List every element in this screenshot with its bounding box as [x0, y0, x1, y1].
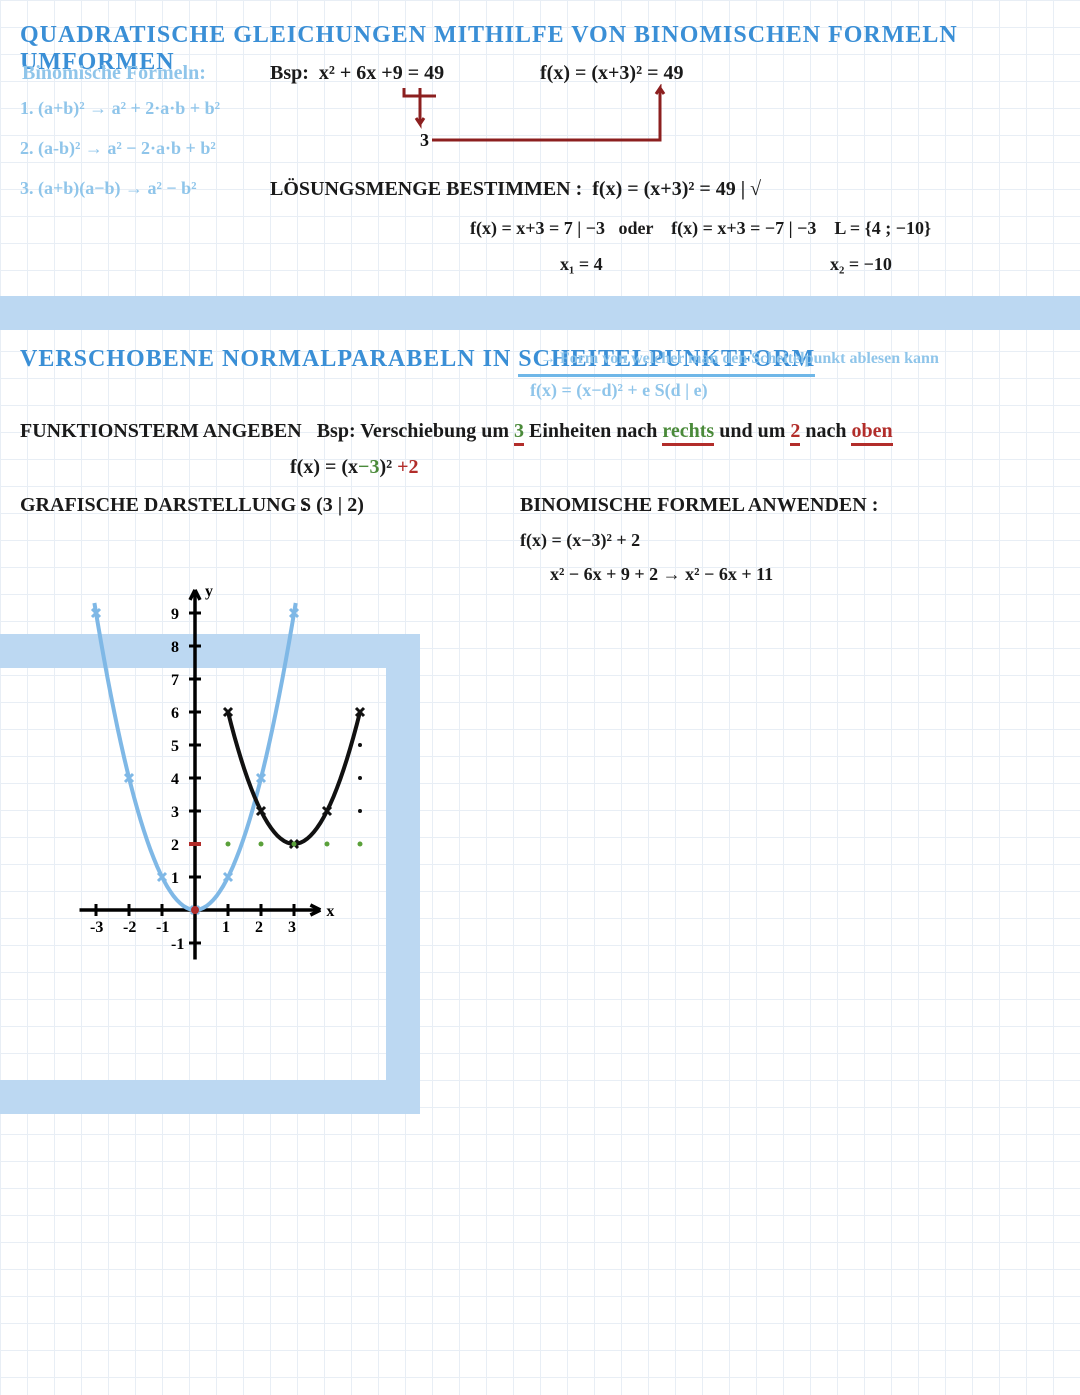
- funktionsterm-equation: f(x) = (x−3)² +2: [290, 456, 419, 479]
- loesung-case2: f(x) = x+3 = −7 | −3: [671, 218, 816, 238]
- x2-result: x₂ = −10: [830, 254, 892, 275]
- svg-text:7: 7: [171, 672, 179, 689]
- binom-formula-2: 2. (a-b)² → a² − 2·a·b + b²: [20, 138, 216, 159]
- svg-text:1: 1: [222, 919, 230, 936]
- funktionsterm-label: FUNKTIONSTERM ANGEBEN: [20, 420, 302, 442]
- svg-text:-1: -1: [156, 919, 169, 936]
- binom-formula-1: 1. (a+b)² → a² + 2·a·b + b²: [20, 98, 220, 119]
- grafische-darstellung-label: GRAFISCHE DARSTELLUNG :: [20, 494, 308, 517]
- svg-text:3: 3: [288, 919, 296, 936]
- svg-text:-3: -3: [90, 919, 103, 936]
- svg-text:3: 3: [171, 804, 179, 821]
- bsp-label: Bsp:: [270, 62, 309, 84]
- svg-text:1: 1: [171, 870, 179, 887]
- bracket-three-label: 3: [420, 130, 429, 150]
- x1-result: x₁ = 4: [560, 254, 603, 275]
- red-bracket-annotation: 3: [370, 84, 700, 164]
- binom-formula-3: 3. (a+b)(a−b) → a² − b²: [20, 178, 197, 199]
- svg-text:-2: -2: [123, 919, 136, 936]
- svg-text:2: 2: [255, 919, 263, 936]
- shift-three: 3: [514, 420, 524, 446]
- svg-text:5: 5: [171, 738, 179, 755]
- oder-label: oder: [618, 218, 653, 238]
- funktionsterm-bsp: Bsp: Verschiebung um: [317, 420, 514, 442]
- svg-text:8: 8: [171, 639, 179, 656]
- section2-note: → Form von welcher man den Scheitelpunkt…: [540, 350, 939, 368]
- loesungsmenge-label: LÖSUNGSMENGE BESTIMMEN :: [270, 178, 582, 200]
- loesung-case1: f(x) = x+3 = 7 | −3: [470, 218, 605, 238]
- svg-text:y: y: [205, 583, 213, 600]
- apply-eq1: f(x) = (x−3)² + 2: [520, 530, 640, 551]
- parabola-chart: x y -3 -2 -1 1 2 3 -1 1 2 3 4 5 6 7 8 9: [30, 530, 450, 980]
- svg-text:6: 6: [171, 705, 179, 722]
- svg-text:x: x: [326, 903, 334, 920]
- shift-two: 2: [790, 420, 800, 446]
- vertex-form: f(x) = (x−d)² + e S(d | e): [530, 380, 708, 401]
- loesung-set: L = {4 ; −10}: [834, 218, 931, 238]
- bsp-equation: x² + 6x +9 = 49: [319, 62, 444, 84]
- shift-oben: oben: [851, 420, 892, 446]
- svg-text:4: 4: [171, 771, 179, 788]
- apply-eq2: x² − 6x + 9 + 2 → x² − 6x + 11: [550, 564, 773, 585]
- loesung-eq1: f(x) = (x+3)² = 49 | √: [592, 178, 761, 200]
- svg-text:9: 9: [171, 606, 179, 623]
- svg-text:-1: -1: [171, 936, 184, 953]
- binom-formeln-label: Binomische Formeln:: [22, 62, 206, 85]
- binom-anwenden-label: BINOMISCHE FORMEL ANWENDEN :: [520, 494, 878, 517]
- bsp-fx: f(x) = (x+3)² = 49: [540, 62, 684, 85]
- shift-rechts: rechts: [662, 420, 714, 446]
- vertex-point: S (3 | 2): [300, 494, 364, 517]
- svg-text:2: 2: [171, 837, 179, 854]
